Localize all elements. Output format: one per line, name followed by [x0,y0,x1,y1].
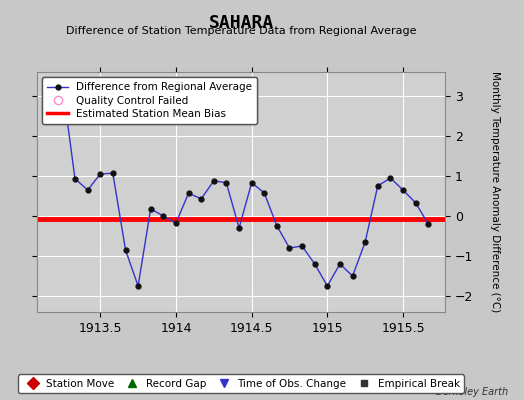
Y-axis label: Monthly Temperature Anomaly Difference (°C): Monthly Temperature Anomaly Difference (… [490,71,500,313]
Difference from Regional Average [236,226,242,230]
Line: Difference from Regional Average: Difference from Regional Average [60,82,431,288]
Difference from Regional Average [173,221,179,226]
Difference from Regional Average [135,284,141,288]
Difference from Regional Average [350,274,356,278]
Difference from Regional Average [148,206,154,211]
Difference from Regional Average [425,222,431,226]
Difference from Regional Average [84,188,91,192]
Difference from Regional Average [324,284,331,288]
Text: Difference of Station Temperature Data from Regional Average: Difference of Station Temperature Data f… [66,26,416,36]
Difference from Regional Average [223,180,230,185]
Legend: Station Move, Record Gap, Time of Obs. Change, Empirical Break: Station Move, Record Gap, Time of Obs. C… [18,374,464,393]
Difference from Regional Average [362,240,368,244]
Text: Berkeley Earth: Berkeley Earth [436,387,508,397]
Difference from Regional Average [59,82,66,86]
Difference from Regional Average [261,190,267,195]
Difference from Regional Average [400,188,406,192]
Difference from Regional Average [337,262,343,266]
Difference from Regional Average [72,176,78,181]
Difference from Regional Average [198,196,204,201]
Difference from Regional Average [97,172,103,176]
Difference from Regional Average [110,171,116,176]
Difference from Regional Average [211,178,217,183]
Difference from Regional Average [312,262,318,266]
Difference from Regional Average [274,224,280,228]
Difference from Regional Average [387,176,394,180]
Legend: Difference from Regional Average, Quality Control Failed, Estimated Station Mean: Difference from Regional Average, Qualit… [42,77,257,124]
Difference from Regional Average [412,200,419,205]
Difference from Regional Average [299,244,305,248]
Difference from Regional Average [248,180,255,185]
Difference from Regional Average [123,248,129,252]
Difference from Regional Average [286,246,292,250]
Text: SAHARA: SAHARA [209,14,274,32]
Difference from Regional Average [185,191,192,196]
Difference from Regional Average [375,184,381,188]
Difference from Regional Average [160,214,167,218]
